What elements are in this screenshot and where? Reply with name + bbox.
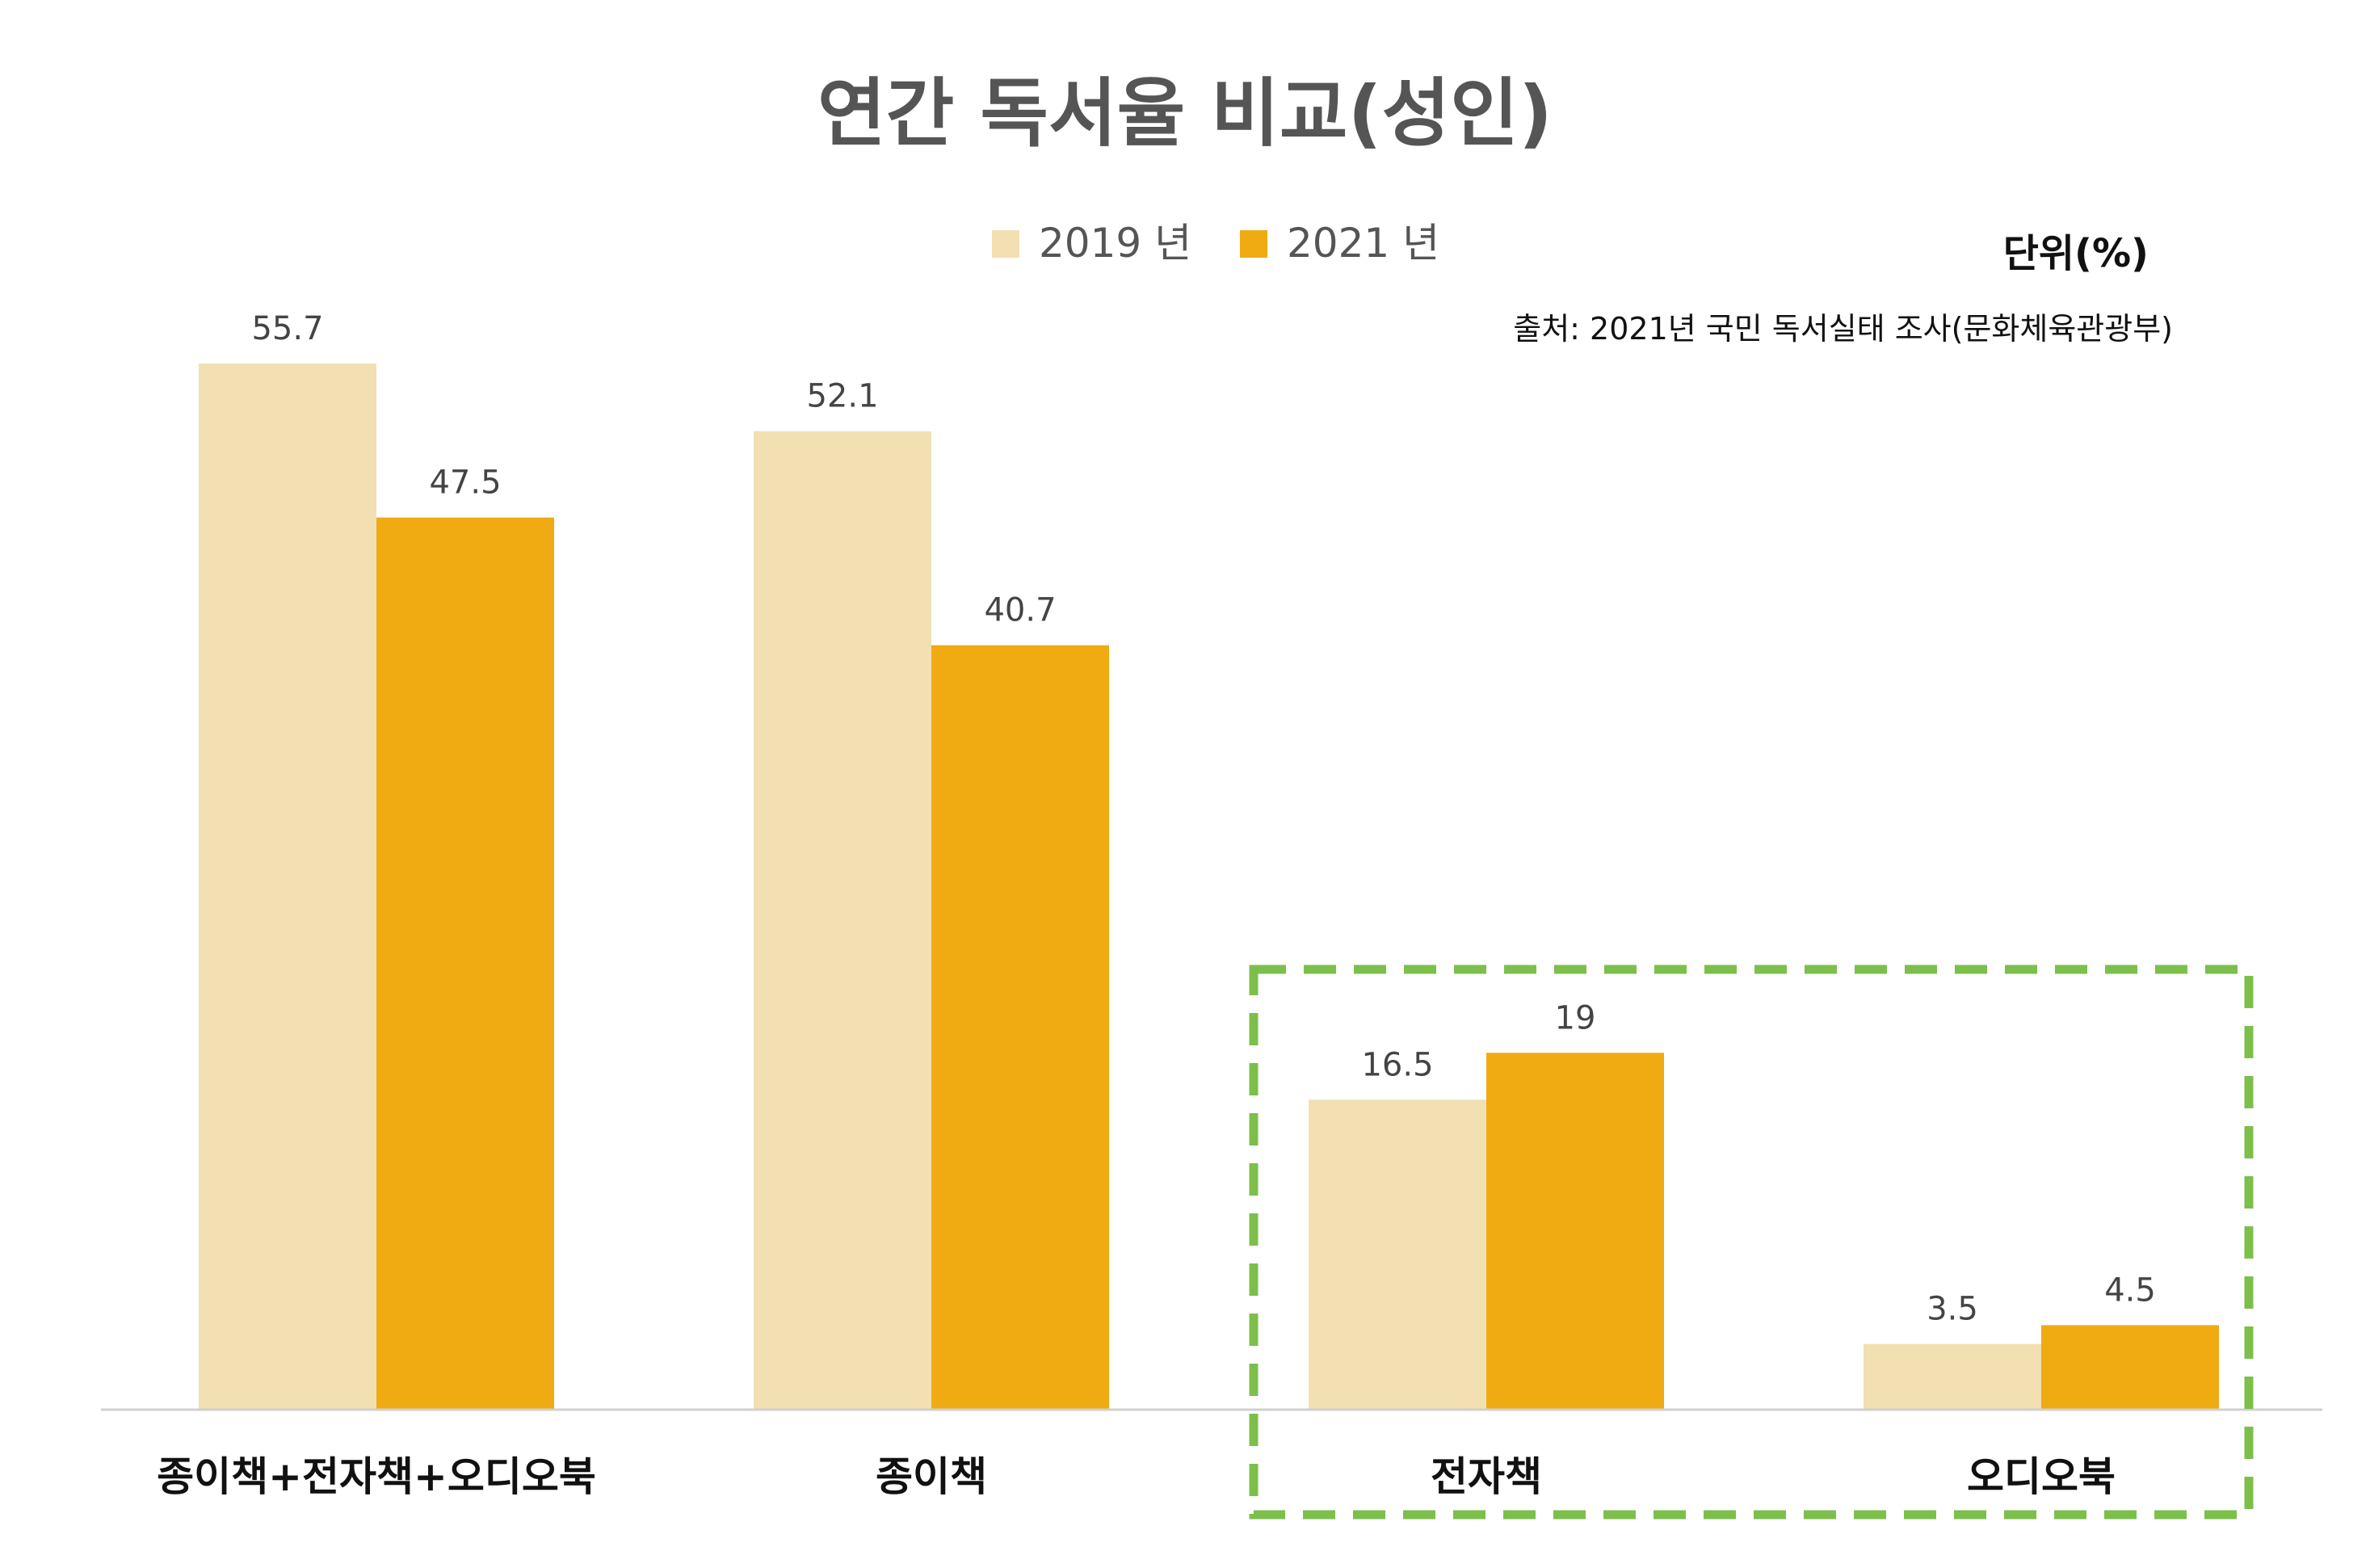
value-label: 3.5 xyxy=(1927,1291,1978,1328)
value-label: 4.5 xyxy=(2104,1272,2156,1309)
value-labels-group: 55.7 47.5 52.1 40.7 16.5 19 3.5 4.5 xyxy=(251,310,2155,1328)
chart-title: 연간 독서율 비교(성인) xyxy=(817,70,1553,157)
category-label: 종이책+전자책+오디오북 xyxy=(157,1453,596,1500)
bar-2021-1 xyxy=(931,645,1109,1410)
source-label: 출처: 2021년 국민 독서실태 조사(문화체육관광부) xyxy=(1513,311,2173,347)
value-label: 40.7 xyxy=(984,592,1056,629)
bar-2021-3 xyxy=(2041,1325,2219,1410)
highlight-box xyxy=(1249,965,2254,1520)
bar-2019-2 xyxy=(1309,1099,1486,1410)
unit-label: 단위(%) xyxy=(2003,231,2149,276)
bars-group xyxy=(199,364,2219,1410)
value-label: 16.5 xyxy=(1361,1046,1433,1083)
value-label: 52.1 xyxy=(806,378,878,415)
category-labels-group: 종이책+전자책+오디오북 종이책 전자책 오디오북 xyxy=(157,1453,2116,1500)
bar-2019-0 xyxy=(199,364,376,1410)
value-label: 55.7 xyxy=(251,310,323,347)
category-label: 전자책 xyxy=(1431,1453,1542,1500)
category-label: 종이책 xyxy=(876,1453,987,1500)
value-label: 47.5 xyxy=(429,465,501,502)
legend-swatch xyxy=(992,230,1019,258)
bar-2019-1 xyxy=(754,431,931,1410)
legend-label: 2019 년 xyxy=(1039,220,1191,267)
legend-label: 2021 년 xyxy=(1287,220,1439,267)
bar-2019-3 xyxy=(1864,1343,2041,1410)
legend-swatch xyxy=(1240,230,1267,258)
bar-2021-2 xyxy=(1486,1053,1664,1410)
bar-2021-0 xyxy=(376,517,554,1410)
category-label: 오디오북 xyxy=(1967,1453,2116,1500)
value-label: 19 xyxy=(1555,999,1596,1036)
legend: 2019 년 2021 년 xyxy=(992,220,1439,267)
